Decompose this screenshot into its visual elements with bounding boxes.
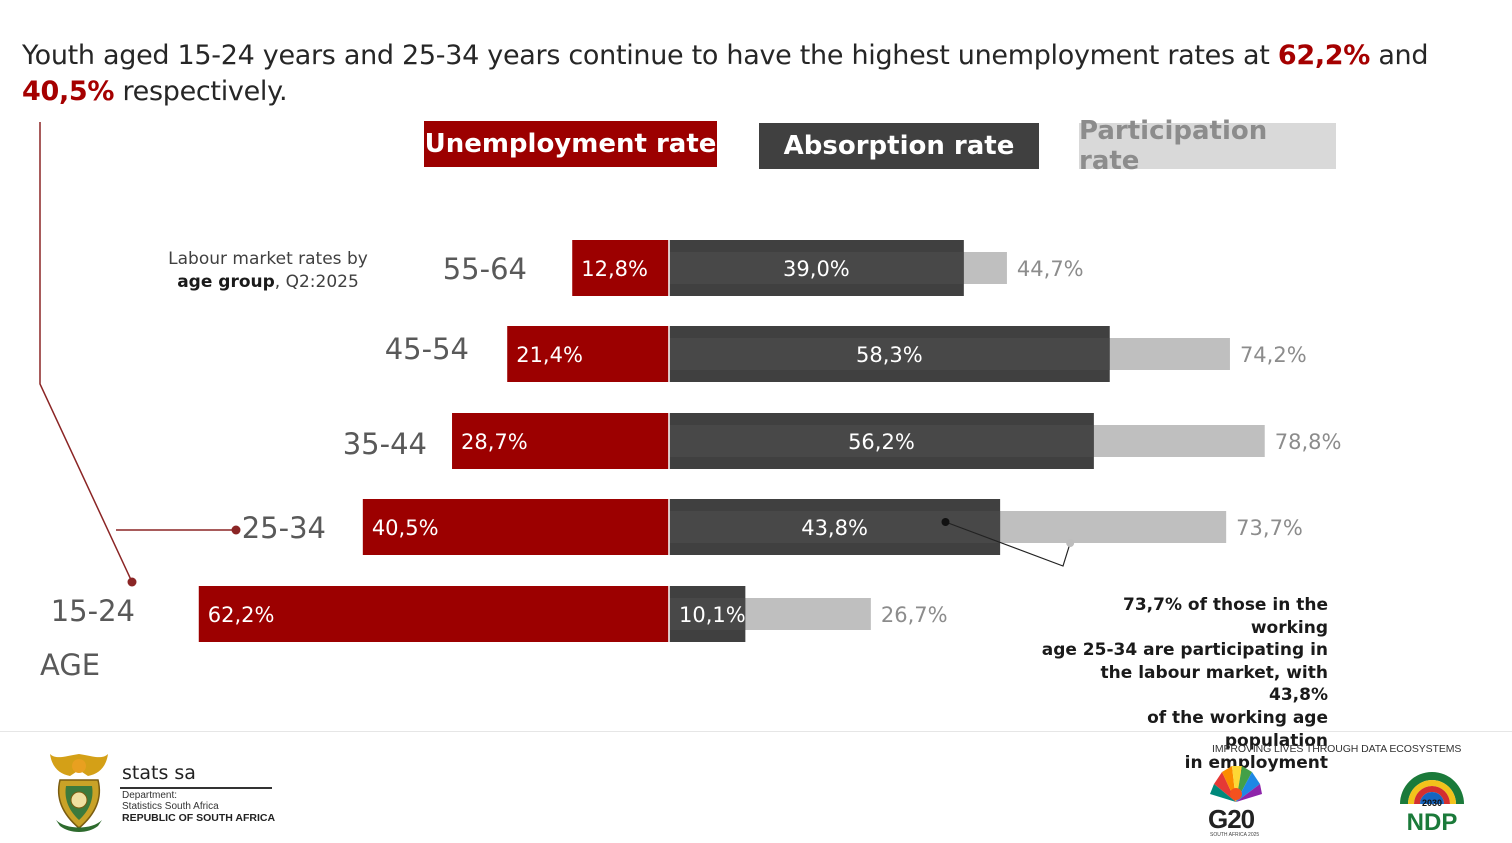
g20-subtext: SOUTH AFRICA 2025 <box>1210 832 1260 838</box>
annotation-line: age 25-34 are participating in <box>1041 640 1328 661</box>
age-label-15-24: 15-24 <box>51 594 135 628</box>
absorption-label-35-44: 56,2% <box>848 430 915 454</box>
g20-wordmark: G20 <box>1208 804 1255 834</box>
age-label-45-54: 45-54 <box>385 332 469 366</box>
stats-sa-rule <box>120 787 272 789</box>
absorption-bar-35-44 <box>669 413 1094 469</box>
legend-absorption: Absorption rate <box>759 123 1039 169</box>
age-label-55-64: 55-64 <box>443 252 527 286</box>
age-label-25-34: 25-34 <box>242 511 326 545</box>
y-axis-title: AGE <box>40 648 101 682</box>
unemployment-label-15-24: 62,2% <box>208 603 275 627</box>
unemployment-label-25-34: 40,5% <box>372 516 439 540</box>
headline-value-25-34: 40,5% <box>22 76 115 107</box>
absorption-bar-25-34 <box>669 499 1001 555</box>
connector-dot-15-24 <box>127 577 137 587</box>
participation-label-45-54: 74,2% <box>1240 343 1307 367</box>
dept-line-1: Department: <box>122 790 178 801</box>
headline-value-15-24: 62,2% <box>1277 40 1371 71</box>
unemployment-label-55-64: 12,8% <box>581 257 648 281</box>
dept-line-2: Statistics South Africa <box>122 801 219 812</box>
annotation-pointer <box>945 521 1071 567</box>
absorption-band-35-44 <box>669 425 1094 457</box>
unemployment-label-35-44: 28,7% <box>461 430 528 454</box>
legend-unemployment: Unemployment rate <box>424 121 717 167</box>
annotation-dot-participation <box>1066 539 1075 547</box>
unemployment-bar-45-54 <box>507 326 669 382</box>
annotation-line: in employment <box>1184 753 1328 774</box>
annotation-line: of the working age population <box>1147 707 1328 751</box>
absorption-bar-45-54 <box>669 326 1110 382</box>
stats-sa-department: Department: Statistics South Africa <box>122 790 219 812</box>
absorption-band-25-34 <box>669 511 1001 543</box>
headline: Youth aged 15-24 years and 25-34 years c… <box>22 38 1472 110</box>
unemployment-label-45-54: 21,4% <box>516 343 583 367</box>
headline-prefix: Youth aged 15-24 years and 25-34 years c… <box>22 40 1278 71</box>
absorption-bar-15-24 <box>669 586 746 642</box>
headline-suffix: respectively. <box>114 76 288 107</box>
annotation-dot-absorption <box>941 518 950 526</box>
unemployment-bar-25-34 <box>362 499 669 555</box>
chart-subtitle-rest: , Q2:2025 <box>274 272 359 292</box>
participation-label-25-34: 73,7% <box>1236 516 1303 540</box>
annotation-25-34: 73,7% of those in the working age 25-34 … <box>1040 594 1328 775</box>
absorption-label-15-24: 10,1% <box>679 603 746 627</box>
chart-subtitle-bold: age group <box>177 272 275 292</box>
absorption-bar-55-64 <box>669 240 964 296</box>
g20-flower-icon <box>1210 766 1262 802</box>
absorption-label-25-34: 43,8% <box>801 516 868 540</box>
country-name: REPUBLIC OF SOUTH AFRICA <box>122 812 276 824</box>
unemployment-bar-15-24 <box>198 586 669 642</box>
ndp-wordmark: NDP <box>1407 809 1458 832</box>
absorption-band-15-24 <box>669 598 746 630</box>
ndp-year: 2030 <box>1422 798 1442 808</box>
footer-divider <box>0 731 1512 732</box>
absorption-label-45-54: 58,3% <box>856 343 923 367</box>
participation-label-55-64: 44,7% <box>1017 257 1084 281</box>
absorption-band-55-64 <box>669 252 964 284</box>
unemployment-bar-55-64 <box>572 240 669 296</box>
headline-middle: and <box>1370 40 1429 71</box>
age-label-35-44: 35-44 <box>343 427 427 461</box>
absorption-label-55-64: 39,0% <box>783 257 850 281</box>
unemployment-bar-35-44 <box>452 413 669 469</box>
coat-of-arms-logo <box>50 754 108 832</box>
tagline: IMPROVING LIVES THROUGH DATA ECOSYSTEMS <box>1212 743 1462 755</box>
absorption-band-45-54 <box>669 338 1110 370</box>
stats-sa-name: stats sa <box>122 762 196 784</box>
ndp-2030-logo: 2030 NDP <box>1400 772 1464 832</box>
connector-line-15-24 <box>39 122 133 583</box>
participation-label-35-44: 78,8% <box>1275 430 1342 454</box>
chart-subtitle-line1: Labour market rates by <box>168 249 368 269</box>
participation-label-15-24: 26,7% <box>881 603 948 627</box>
chart-subtitle: Labour market rates by age group, Q2:202… <box>150 248 386 294</box>
annotation-line: the labour market, with 43,8% <box>1100 662 1328 706</box>
annotation-line: 73,7% of those in the working <box>1123 595 1328 638</box>
connector-dot-25-34 <box>231 525 241 535</box>
